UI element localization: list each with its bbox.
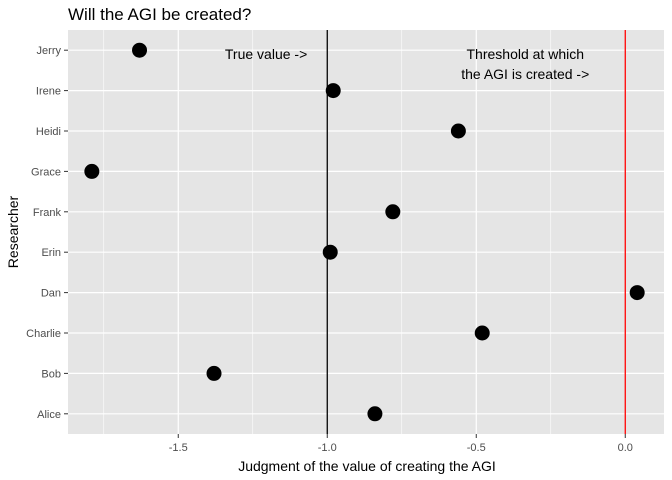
data-point-irene — [325, 83, 341, 99]
data-point-heidi — [450, 123, 466, 139]
data-point-frank — [385, 204, 401, 220]
data-point-dan — [629, 285, 645, 301]
x-tick-label: -0.5 — [467, 442, 486, 454]
y-tick-label: Dan — [41, 288, 61, 300]
y-tick-label: Charlie — [26, 328, 61, 340]
x-tick-label: -1.5 — [169, 442, 188, 454]
data-point-alice — [367, 406, 383, 422]
y-axis-title: Researcher — [5, 195, 21, 268]
data-point-grace — [84, 163, 100, 179]
data-point-erin — [322, 244, 338, 260]
x-axis-ticks: -1.5 -1.0 -0.5 0.0 — [169, 434, 633, 454]
data-point-charlie — [474, 325, 490, 341]
annotations: True value -> Threshold at which the AGI i… — [225, 46, 589, 82]
y-tick-label: Jerry — [37, 45, 62, 57]
y-axis-ticks: Alice Bob Charlie Dan Erin Frank Grace Heidi Ire… — [26, 45, 68, 421]
y-tick-label: Erin — [41, 247, 61, 259]
x-tick-label: -1.0 — [318, 442, 337, 454]
data-point-jerry — [132, 42, 148, 58]
x-axis-title: Judgment of the value of creating the AG… — [238, 458, 496, 474]
reference-lines — [326, 30, 626, 434]
y-tick-label: Grace — [31, 166, 61, 178]
threshold-annotation-line: the AGI is created -> — [461, 66, 589, 82]
y-tick-label: Bob — [41, 368, 61, 380]
data-point-bob — [206, 365, 222, 381]
y-tick-label: Irene — [36, 86, 61, 98]
minor-gridlines — [103, 30, 552, 434]
panel-background — [68, 30, 664, 434]
threshold-annotation-line: Threshold at which — [467, 46, 585, 62]
true-value-annotation: True value -> — [225, 46, 307, 62]
chart-title: Will the AGI be created? — [68, 5, 251, 24]
y-tick-label: Heidi — [36, 126, 61, 138]
data-points — [84, 42, 645, 422]
y-tick-label: Frank — [33, 207, 62, 219]
y-tick-label: Alice — [37, 409, 61, 421]
x-tick-label: 0.0 — [618, 442, 633, 454]
